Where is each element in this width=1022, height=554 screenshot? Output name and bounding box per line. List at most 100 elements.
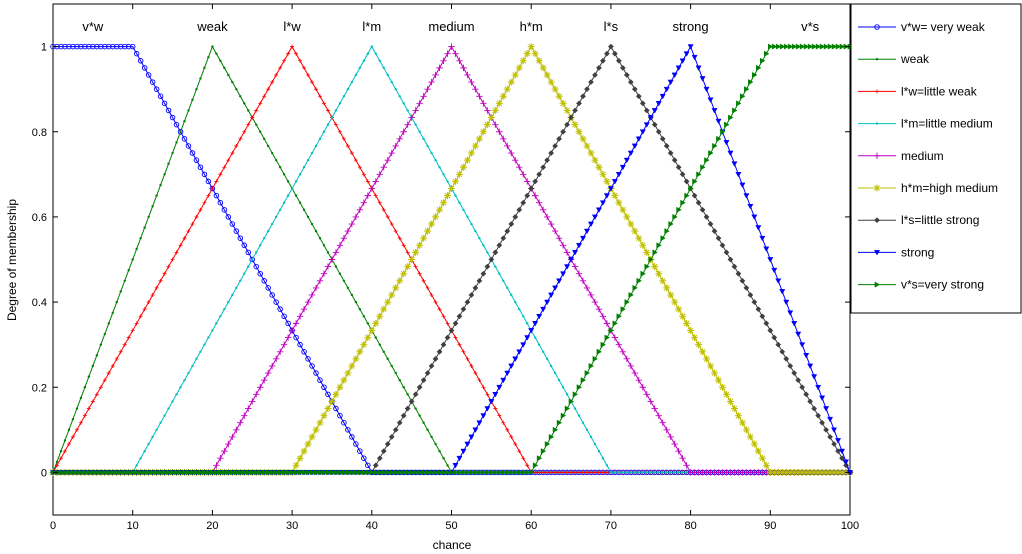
data-point [396, 419, 403, 426]
data-point [830, 468, 838, 476]
data-point [532, 462, 539, 469]
data-point [544, 299, 551, 306]
data-point [661, 471, 664, 474]
data-point [230, 151, 235, 156]
data-point [381, 207, 386, 212]
data-point [117, 43, 124, 50]
data-point [305, 356, 311, 362]
data-point [593, 442, 597, 446]
data-point [353, 441, 359, 447]
data-point [135, 247, 138, 251]
data-point [536, 171, 543, 178]
data-point [398, 95, 401, 98]
data-point [66, 442, 71, 447]
data-point [356, 348, 364, 356]
data-point [560, 412, 567, 419]
data-point [669, 471, 672, 474]
data-point [672, 213, 678, 220]
data-point [504, 228, 511, 235]
data-point [675, 447, 682, 455]
data-point [203, 66, 206, 70]
data-point [727, 256, 734, 263]
data-point [683, 319, 691, 327]
legend-label: medium [901, 149, 944, 163]
legend-entry: h*m=high medium [858, 181, 998, 195]
x-tick-label: 50 [445, 520, 457, 532]
top-label: weak [196, 19, 228, 34]
data-point [807, 398, 814, 405]
data-point [163, 414, 166, 417]
data-point [727, 150, 734, 157]
data-point [253, 469, 260, 476]
data-point [388, 149, 395, 157]
data-point [197, 164, 204, 170]
data-point [700, 164, 706, 171]
data-point [577, 470, 582, 475]
data-point [794, 468, 802, 476]
data-point [516, 164, 523, 171]
data-point [246, 122, 251, 127]
data-point [639, 100, 646, 107]
data-point [98, 385, 103, 390]
data-point [257, 270, 263, 277]
data-point [337, 129, 342, 134]
data-point [70, 43, 76, 50]
data-point [127, 268, 130, 272]
series-markers [50, 43, 854, 476]
data-point [611, 192, 619, 200]
data-point [233, 426, 240, 434]
data-point [571, 121, 579, 129]
data-point [748, 79, 754, 86]
data-point [539, 64, 547, 72]
data-point [417, 469, 423, 476]
data-point [302, 166, 306, 169]
data-point [392, 284, 400, 292]
data-point [487, 114, 495, 122]
data-point [273, 469, 280, 476]
data-point [226, 469, 232, 476]
data-point [333, 122, 338, 127]
data-point [361, 455, 367, 461]
data-point [460, 64, 467, 72]
data-point [261, 278, 267, 284]
data-point [619, 348, 627, 355]
data-point [583, 284, 591, 292]
data-point [74, 469, 81, 476]
data-point [492, 121, 499, 128]
data-point [215, 52, 218, 55]
data-point [422, 421, 425, 424]
data-point [524, 192, 531, 199]
data-point [758, 454, 766, 462]
data-point [703, 213, 710, 220]
data-point [679, 455, 686, 462]
data-point [233, 469, 240, 476]
data-point [158, 469, 164, 476]
data-point [146, 300, 151, 305]
data-point [189, 150, 196, 156]
data-point [603, 320, 611, 327]
data-point [257, 384, 264, 391]
data-point [242, 129, 247, 134]
data-point [129, 43, 136, 50]
data-point [58, 469, 65, 476]
data-point [398, 378, 401, 382]
data-point [122, 469, 128, 476]
data-point [377, 469, 383, 476]
data-point [320, 270, 328, 277]
data-point [732, 107, 738, 114]
data-point [719, 242, 726, 249]
data-point [313, 370, 319, 376]
data-point [195, 87, 198, 91]
legend-label: v*w= very weak [901, 20, 986, 34]
data-point [782, 468, 790, 476]
data-point [229, 221, 236, 227]
data-point [298, 173, 302, 176]
data-point [231, 293, 234, 297]
data-point [515, 64, 523, 72]
data-point [293, 469, 300, 476]
data-point [787, 363, 794, 369]
data-point [289, 469, 296, 476]
data-point [394, 87, 397, 91]
data-point [336, 242, 344, 249]
data-point [489, 469, 495, 476]
